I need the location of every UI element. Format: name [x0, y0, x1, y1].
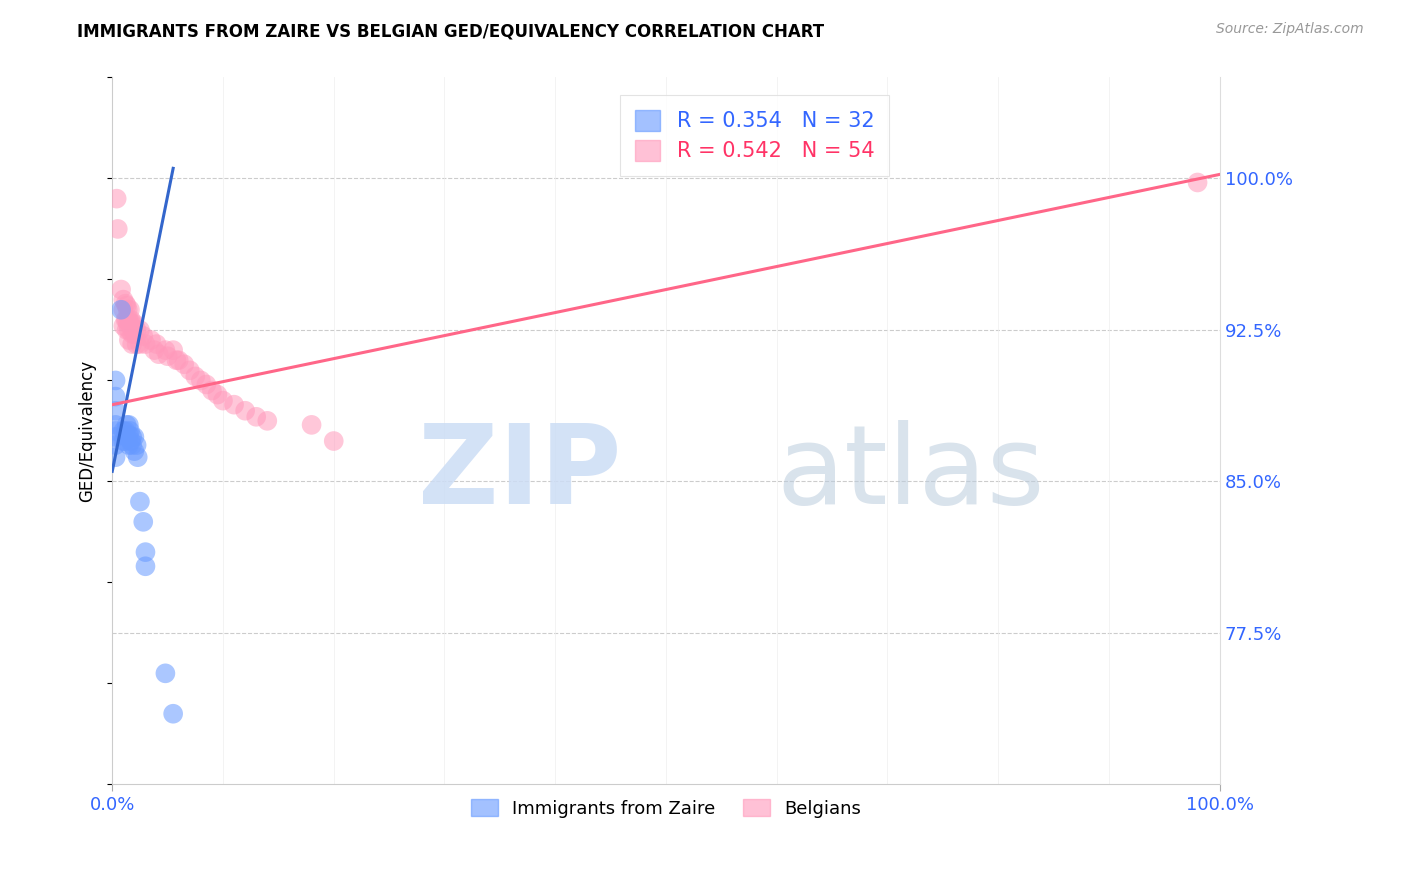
- Y-axis label: GED/Equivalency: GED/Equivalency: [79, 359, 96, 502]
- Point: [167, 353, 190, 368]
- Point: [143, 343, 166, 358]
- Point: [117, 317, 139, 331]
- Point: [120, 434, 142, 448]
- Point: [222, 398, 245, 412]
- Point: [134, 559, 156, 574]
- Text: Source: ZipAtlas.com: Source: ZipAtlas.com: [1216, 22, 1364, 37]
- Point: [1187, 176, 1209, 190]
- Point: [245, 409, 267, 424]
- Point: [117, 302, 139, 317]
- Point: [201, 384, 224, 398]
- Point: [104, 450, 127, 465]
- Point: [173, 357, 195, 371]
- Point: [120, 313, 142, 327]
- Point: [110, 302, 132, 317]
- Point: [125, 337, 148, 351]
- Point: [114, 434, 136, 448]
- Point: [118, 333, 141, 347]
- Point: [132, 329, 155, 343]
- Point: [162, 343, 184, 358]
- Point: [105, 192, 128, 206]
- Point: [124, 444, 146, 458]
- Point: [184, 369, 207, 384]
- Text: ZIP: ZIP: [419, 420, 621, 527]
- Point: [129, 494, 152, 508]
- Point: [112, 302, 135, 317]
- Point: [256, 414, 278, 428]
- Point: [134, 545, 156, 559]
- Point: [118, 424, 141, 438]
- Point: [115, 313, 138, 327]
- Point: [190, 373, 212, 387]
- Point: [115, 417, 138, 432]
- Point: [118, 438, 141, 452]
- Point: [125, 438, 148, 452]
- Point: [233, 403, 256, 417]
- Point: [132, 515, 155, 529]
- Point: [115, 430, 138, 444]
- Point: [110, 283, 132, 297]
- Point: [121, 317, 143, 331]
- Point: [179, 363, 201, 377]
- Point: [112, 293, 135, 307]
- Point: [125, 323, 148, 337]
- Point: [118, 313, 141, 327]
- Point: [155, 343, 177, 358]
- Point: [124, 430, 146, 444]
- Point: [207, 387, 229, 401]
- Text: IMMIGRANTS FROM ZAIRE VS BELGIAN GED/EQUIVALENCY CORRELATION CHART: IMMIGRANTS FROM ZAIRE VS BELGIAN GED/EQU…: [77, 22, 824, 40]
- Point: [212, 393, 235, 408]
- Point: [104, 373, 127, 387]
- Point: [115, 299, 138, 313]
- Point: [107, 222, 129, 236]
- Point: [112, 434, 135, 448]
- Point: [118, 323, 141, 337]
- Point: [115, 323, 138, 337]
- Point: [148, 347, 170, 361]
- Point: [121, 326, 143, 341]
- Point: [195, 377, 218, 392]
- Point: [166, 353, 188, 368]
- Point: [118, 302, 141, 317]
- Point: [162, 706, 184, 721]
- Point: [112, 318, 135, 333]
- Point: [301, 417, 323, 432]
- Point: [104, 403, 127, 417]
- Point: [118, 317, 141, 331]
- Point: [155, 666, 177, 681]
- Point: [104, 438, 127, 452]
- Point: [129, 323, 152, 337]
- Legend: Immigrants from Zaire, Belgians: Immigrants from Zaire, Belgians: [464, 792, 869, 825]
- Point: [114, 424, 136, 438]
- Point: [114, 313, 136, 327]
- Point: [139, 333, 162, 347]
- Point: [322, 434, 344, 448]
- Point: [118, 428, 141, 442]
- Point: [104, 417, 127, 432]
- Point: [121, 337, 143, 351]
- Point: [104, 424, 127, 438]
- Point: [112, 424, 135, 438]
- Point: [124, 326, 146, 341]
- Point: [104, 430, 127, 444]
- Point: [129, 337, 152, 351]
- Point: [124, 317, 146, 331]
- Point: [156, 349, 179, 363]
- Point: [118, 417, 141, 432]
- Point: [134, 337, 156, 351]
- Point: [104, 390, 127, 404]
- Point: [121, 430, 143, 444]
- Point: [121, 438, 143, 452]
- Point: [114, 296, 136, 310]
- Point: [145, 337, 167, 351]
- Point: [127, 450, 149, 465]
- Text: atlas: atlas: [776, 420, 1045, 527]
